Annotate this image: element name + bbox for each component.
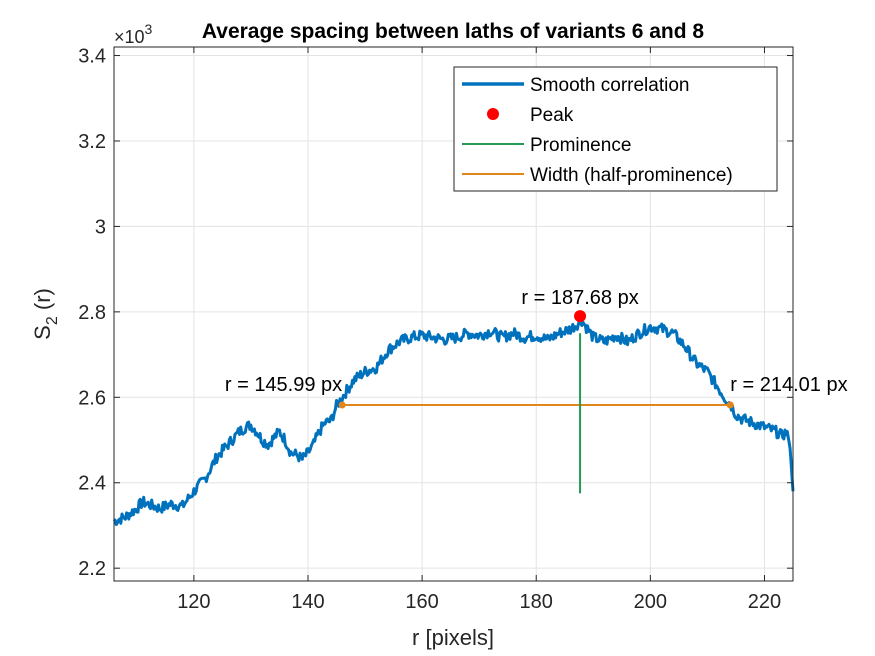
y-tick-label: 3.2 — [78, 131, 106, 153]
legend-box — [453, 66, 778, 192]
x-tick-label: 220 — [748, 591, 781, 613]
plot-frame — [113, 46, 794, 582]
y-tick-label: 2.2 — [78, 558, 106, 580]
width-left-annotation: r = 145.99 px — [225, 374, 342, 396]
chart-title: Average spacing between laths of variant… — [202, 20, 705, 43]
legend-label: Prominence — [530, 135, 631, 156]
data-layer: r = 187.68 px r = 145.99 px r = 214.01 px — [112, 287, 848, 527]
x-tick-label: 160 — [405, 591, 438, 613]
y-axis-label-tail: (r) — [30, 288, 55, 316]
y-tick-label: 2.4 — [78, 473, 106, 495]
x-tick-label: 140 — [291, 591, 324, 613]
y-tick-label: 3.4 — [78, 46, 106, 68]
x-tick-label: 120 — [177, 591, 210, 613]
legend-swatch-dot — [487, 108, 499, 120]
y-exponent-label: ×103 — [114, 21, 153, 47]
y-tick-label: 3 — [95, 216, 106, 238]
peak-annotation: r = 187.68 px — [521, 287, 638, 309]
width-endpoint-right — [726, 401, 734, 409]
legend-label: Width (half-prominence) — [530, 165, 733, 186]
legend: Smooth correlation Peak Prominence Width (h… — [453, 66, 778, 192]
y-axis-label: S2 (r) — [30, 288, 61, 340]
y-exponent-power: 3 — [145, 21, 153, 37]
width-right-annotation: r = 214.01 px — [730, 374, 847, 396]
series-line-smooth-correlation — [112, 318, 795, 527]
legend-label: Peak — [530, 105, 574, 126]
y-axis-label-sub: 2 — [44, 316, 61, 325]
y-tick-label: 2.6 — [78, 387, 106, 409]
peak-marker — [574, 310, 587, 323]
width-endpoint-left — [338, 401, 346, 409]
x-axis-label: r [pixels] — [412, 625, 494, 650]
legend-label: Smooth correlation — [530, 75, 689, 96]
y-axis-label-main: S — [30, 325, 55, 340]
tick-layer: 120 140 160 180 200 220 2.2 2.4 2.6 2.8 3 3.2 3.4 — [78, 46, 793, 613]
x-tick-label: 180 — [520, 591, 553, 613]
y-exponent-prefix: ×10 — [114, 27, 145, 47]
x-tick-label: 200 — [634, 591, 667, 613]
y-tick-label: 2.8 — [78, 302, 106, 324]
